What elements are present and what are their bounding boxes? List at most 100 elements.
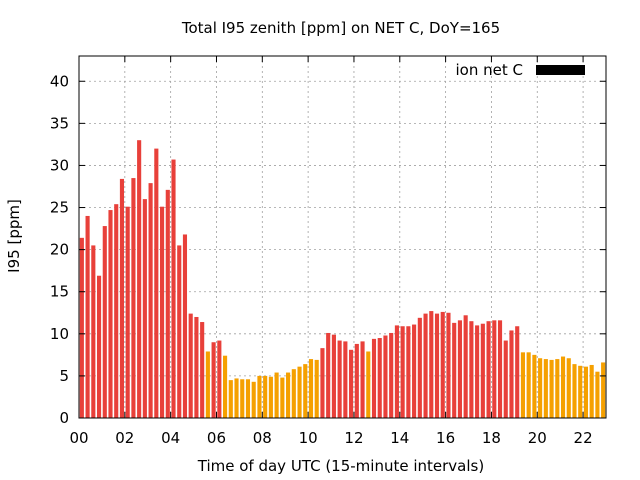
bar bbox=[194, 316, 199, 418]
x-tick-label: 06 bbox=[207, 429, 226, 447]
bar bbox=[394, 325, 399, 418]
y-tick-label: 30 bbox=[50, 156, 69, 174]
bar bbox=[160, 206, 165, 418]
bar bbox=[389, 332, 394, 418]
x-tick-label: 10 bbox=[299, 429, 318, 447]
bar bbox=[125, 206, 130, 418]
bar bbox=[366, 351, 371, 418]
bar bbox=[228, 380, 233, 418]
bar bbox=[337, 340, 342, 418]
bar bbox=[331, 334, 336, 418]
y-axis-label: I95 [ppm] bbox=[5, 199, 23, 273]
bar bbox=[211, 342, 216, 418]
bar bbox=[515, 326, 520, 418]
bar bbox=[578, 365, 583, 418]
bar bbox=[555, 359, 560, 418]
bar bbox=[137, 140, 142, 418]
bar bbox=[280, 377, 285, 418]
bar bbox=[532, 354, 537, 418]
x-axis-ticks: 00 02 04 06 08 10 12 14 16 18 20 22 bbox=[69, 56, 593, 447]
bar bbox=[154, 148, 159, 418]
bar bbox=[96, 275, 102, 418]
x-tick-label: 14 bbox=[390, 429, 409, 447]
bar bbox=[308, 359, 314, 418]
bar bbox=[543, 359, 548, 418]
bar bbox=[509, 330, 514, 418]
bar bbox=[549, 359, 554, 418]
bar bbox=[589, 364, 594, 418]
bar bbox=[371, 338, 377, 418]
x-tick-label: 18 bbox=[482, 429, 501, 447]
bar bbox=[326, 332, 331, 418]
bar bbox=[314, 359, 319, 418]
x-tick-label: 12 bbox=[344, 429, 363, 447]
bar bbox=[480, 323, 485, 418]
bar bbox=[595, 371, 600, 418]
bar bbox=[566, 358, 571, 418]
bar bbox=[457, 320, 462, 418]
bar bbox=[182, 234, 188, 418]
bar bbox=[583, 366, 589, 418]
bar bbox=[486, 321, 491, 418]
bar bbox=[303, 364, 308, 418]
bar bbox=[102, 226, 107, 418]
bar bbox=[463, 315, 468, 418]
bar bbox=[234, 378, 239, 418]
legend-label: ion net C bbox=[456, 61, 523, 79]
bar bbox=[526, 352, 531, 418]
x-tick-label: 08 bbox=[253, 429, 272, 447]
bar bbox=[131, 178, 136, 418]
bar bbox=[412, 324, 417, 418]
x-axis-label: Time of day UTC (15-minute intervals) bbox=[197, 457, 484, 475]
bar bbox=[320, 348, 325, 418]
bar bbox=[520, 352, 525, 418]
bar bbox=[560, 356, 566, 418]
bar bbox=[434, 313, 440, 418]
bar bbox=[383, 335, 388, 418]
bar bbox=[245, 379, 251, 418]
bar bbox=[108, 210, 113, 418]
bar bbox=[148, 183, 153, 418]
bar bbox=[223, 355, 228, 418]
bar bbox=[601, 362, 606, 418]
bar bbox=[400, 326, 405, 418]
bar bbox=[406, 326, 411, 418]
bar bbox=[286, 372, 291, 418]
bar bbox=[297, 366, 302, 418]
y-tick-label: 25 bbox=[50, 199, 69, 217]
y-tick-label: 10 bbox=[50, 325, 69, 343]
bar bbox=[119, 178, 125, 418]
bar bbox=[538, 358, 543, 418]
bar bbox=[452, 322, 457, 418]
bar bbox=[440, 311, 445, 418]
bar bbox=[503, 340, 508, 418]
legend-swatch bbox=[536, 65, 585, 75]
bar bbox=[165, 189, 170, 418]
bars bbox=[79, 140, 606, 419]
bar bbox=[475, 325, 480, 418]
legend: ion net C bbox=[456, 61, 585, 79]
bar bbox=[177, 245, 182, 418]
x-tick-label: 20 bbox=[528, 429, 547, 447]
bar bbox=[240, 379, 245, 418]
y-tick-label: 40 bbox=[50, 72, 69, 90]
bar bbox=[291, 369, 296, 418]
plot-frame bbox=[78, 55, 607, 419]
bar bbox=[200, 322, 205, 418]
y-tick-label: 0 bbox=[59, 409, 69, 427]
bar bbox=[377, 338, 382, 418]
bar bbox=[492, 320, 497, 418]
bar bbox=[268, 376, 273, 418]
y-axis-ticks: 0 5 10 15 20 25 30 35 40 bbox=[50, 72, 606, 427]
x-tick-label: 02 bbox=[115, 429, 134, 447]
bar bbox=[79, 237, 84, 418]
y-tick-label: 5 bbox=[59, 367, 69, 385]
bar bbox=[343, 341, 348, 418]
bar bbox=[142, 199, 147, 418]
bar bbox=[171, 159, 176, 419]
x-tick-label: 22 bbox=[574, 429, 593, 447]
x-tick-label: 00 bbox=[69, 429, 88, 447]
bar bbox=[429, 311, 434, 418]
bar bbox=[257, 375, 262, 418]
